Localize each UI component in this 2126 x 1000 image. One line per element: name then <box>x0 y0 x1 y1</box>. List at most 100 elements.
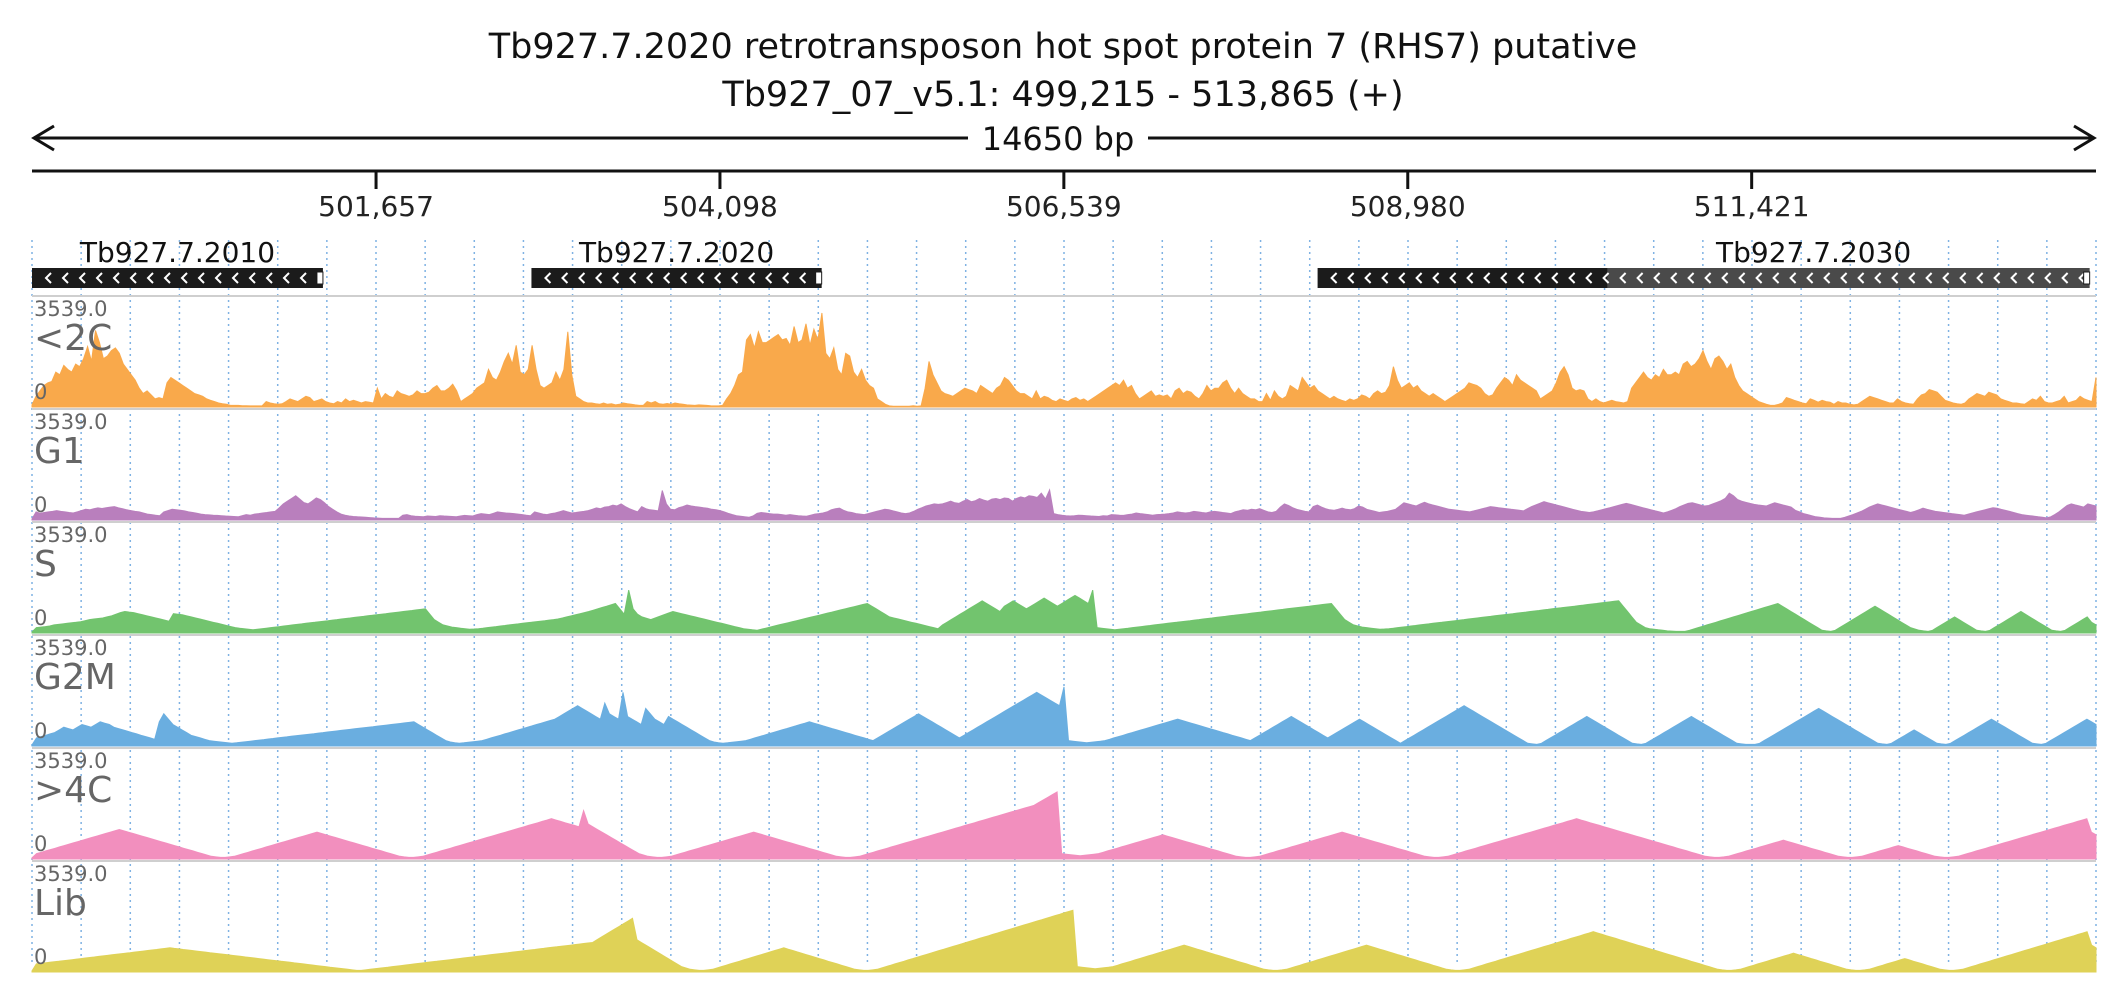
strand-chevron <box>578 272 586 284</box>
strand-chevron <box>1993 272 2001 284</box>
strand-chevron <box>129 272 137 284</box>
strand-chevron <box>646 272 654 284</box>
strand-chevron <box>697 272 705 284</box>
strand-chevron <box>265 272 273 284</box>
chart-subtitle: Tb927_07_v5.1: 499,215 - 513,865 (+) <box>721 75 1403 115</box>
y-min-label: 0 <box>34 945 47 969</box>
span-arrow-left <box>31 124 55 152</box>
x-tick-label: 501,657 <box>318 190 434 223</box>
strand-chevron <box>1432 272 1440 284</box>
strand-chevron <box>1347 272 1355 284</box>
track-label: >4C <box>34 770 112 811</box>
strand-chevron <box>561 272 569 284</box>
strand-chevron <box>1449 272 1457 284</box>
strand-chevron <box>61 272 69 284</box>
coverage-track: 3539.0 0 G1 <box>31 408 2097 521</box>
strand-chevron <box>680 272 688 284</box>
strand-chevron <box>2044 272 2052 284</box>
track-label: G1 <box>34 431 85 472</box>
strand-chevron <box>44 272 52 284</box>
strand-chevron <box>1891 272 1899 284</box>
strand-chevron <box>197 272 205 284</box>
strand-chevron <box>1738 272 1746 284</box>
x-tick-label: 506,539 <box>1006 190 1122 223</box>
strand-chevron <box>1721 272 1729 284</box>
strand-chevron <box>1857 272 1865 284</box>
gene-feature <box>32 268 323 288</box>
gene-end-cap <box>2083 271 2091 285</box>
gene-label: Tb927.7.2030 <box>1715 236 1911 269</box>
strand-chevron <box>214 272 222 284</box>
strand-chevron <box>1942 272 1950 284</box>
y-max-label: 3539.0 <box>34 297 107 321</box>
strand-chevron <box>782 272 790 284</box>
strand-chevron <box>1772 272 1780 284</box>
strand-chevron <box>663 272 671 284</box>
x-tick-label: 511,421 <box>1694 190 1810 223</box>
strand-chevron <box>1500 272 1508 284</box>
strand-chevron <box>2061 272 2069 284</box>
coverage-track: 3539.0 0 Lib <box>31 860 2097 973</box>
strand-chevron <box>1534 272 1542 284</box>
strand-chevron <box>1976 272 1984 284</box>
gene-label: Tb927.7.2010 <box>79 236 275 269</box>
y-max-label: 3539.0 <box>34 749 107 773</box>
strand-chevron <box>1653 272 1661 284</box>
strand-chevron <box>1398 272 1406 284</box>
gene-feature <box>531 268 822 288</box>
strand-chevron <box>299 272 307 284</box>
gene-feature-partial <box>1607 268 2090 288</box>
strand-chevron <box>1687 272 1695 284</box>
strand-chevron <box>1908 272 1916 284</box>
y-max-label: 3539.0 <box>34 410 107 434</box>
strand-chevron <box>1670 272 1678 284</box>
coverage-track: 3539.0 0 S <box>31 521 2097 634</box>
strand-chevron <box>282 272 290 284</box>
coverage-area <box>31 488 2097 521</box>
strand-chevron <box>1823 272 1831 284</box>
strand-chevron <box>248 272 256 284</box>
strand-chevron <box>1466 272 1474 284</box>
strand-chevron <box>629 272 637 284</box>
strand-chevron <box>163 272 171 284</box>
strand-chevron <box>1636 272 1644 284</box>
strand-chevron <box>146 272 154 284</box>
strand-chevron <box>1517 272 1525 284</box>
strand-chevron <box>1483 272 1491 284</box>
track-label: <2C <box>34 318 112 359</box>
y-min-label: 0 <box>34 719 47 743</box>
strand-chevron <box>1806 272 1814 284</box>
x-tick-label: 504,098 <box>662 190 778 223</box>
strand-chevron <box>1840 272 1848 284</box>
strand-chevron <box>180 272 188 284</box>
strand-chevron <box>95 272 103 284</box>
coverage-tracks: 3539.00<2C3539.00G13539.00S3539.00G2M353… <box>31 295 2097 973</box>
strand-chevron <box>612 272 620 284</box>
strand-chevron <box>799 272 807 284</box>
strand-chevron <box>1755 272 1763 284</box>
strand-chevron <box>1789 272 1797 284</box>
span-indicator: 14650 bp <box>31 120 2097 158</box>
y-min-label: 0 <box>34 606 47 630</box>
strand-chevron <box>2010 272 2018 284</box>
gene-end-cap <box>815 271 823 285</box>
strand-chevron <box>1568 272 1576 284</box>
strand-chevron <box>1619 272 1627 284</box>
strand-chevron <box>231 272 239 284</box>
span-arrow-right <box>2073 124 2097 152</box>
strand-chevron <box>1364 272 1372 284</box>
strand-chevron <box>1330 272 1338 284</box>
y-min-label: 0 <box>34 832 47 856</box>
track-label: Lib <box>34 883 87 924</box>
strand-chevron <box>1925 272 1933 284</box>
strand-chevron <box>544 272 552 284</box>
y-max-label: 3539.0 <box>34 636 107 660</box>
x-axis: 501,657 504,098 506,539 508,980 511,421 <box>32 169 2096 223</box>
coverage-area <box>31 312 2097 408</box>
gene-end-cap <box>316 271 324 285</box>
y-max-label: 3539.0 <box>34 523 107 547</box>
y-max-label: 3539.0 <box>34 862 107 886</box>
coverage-area <box>31 589 2097 634</box>
